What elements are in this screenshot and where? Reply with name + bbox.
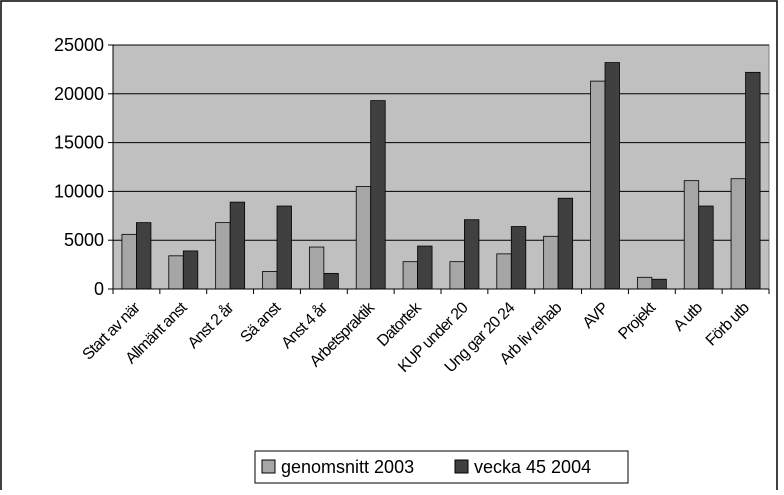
plot-area bbox=[112, 44, 770, 290]
bar-vecka-45-2004 bbox=[557, 197, 574, 290]
legend-label: genomsnitt 2003 bbox=[281, 457, 414, 477]
bar-genomsnitt-2003 bbox=[496, 253, 512, 290]
bar-vecka-45-2004 bbox=[136, 222, 152, 290]
bar-genomsnitt-2003 bbox=[636, 276, 653, 290]
bar-vecka-45-2004 bbox=[323, 272, 339, 290]
bar-genomsnitt-2003 bbox=[590, 80, 606, 290]
bar-genomsnitt-2003 bbox=[543, 235, 559, 290]
bar-vecka-45-2004 bbox=[510, 226, 527, 290]
legend-box bbox=[254, 450, 629, 484]
legend-swatch bbox=[261, 459, 276, 474]
bar-genomsnitt-2003 bbox=[449, 261, 465, 290]
y-tick-label: 10000 bbox=[54, 181, 104, 201]
bar-vecka-45-2004 bbox=[698, 205, 714, 290]
bar-genomsnitt-2003 bbox=[121, 233, 137, 290]
bar-vecka-45-2004 bbox=[604, 62, 620, 290]
bar-vecka-45-2004 bbox=[370, 100, 386, 290]
y-tick-label: 0 bbox=[94, 279, 104, 299]
legend: genomsnitt 2003 vecka 45 2004 bbox=[254, 450, 629, 484]
bar-vecka-45-2004 bbox=[651, 278, 667, 290]
bar-genomsnitt-2003 bbox=[402, 261, 418, 290]
bar-genomsnitt-2003 bbox=[308, 246, 325, 290]
bar-genomsnitt-2003 bbox=[168, 255, 184, 290]
legend-label: vecka 45 2004 bbox=[474, 457, 591, 477]
y-tick-label: 5000 bbox=[64, 230, 104, 250]
bar-genomsnitt-2003 bbox=[355, 186, 372, 290]
y-tick-label: 25000 bbox=[54, 35, 104, 55]
bar-genomsnitt-2003 bbox=[730, 178, 746, 290]
bar-genomsnitt-2003 bbox=[683, 180, 700, 290]
bar-vecka-45-2004 bbox=[276, 205, 292, 290]
bars bbox=[121, 62, 761, 290]
bar-vecka-45-2004 bbox=[464, 219, 480, 290]
bar-vecka-45-2004 bbox=[229, 201, 246, 290]
legend-swatch bbox=[454, 459, 469, 474]
y-tick-label: 15000 bbox=[54, 133, 104, 153]
bar-vecka-45-2004 bbox=[417, 245, 433, 290]
y-axis-ticks: 0 5000 10000 15000 20000 25000 bbox=[54, 35, 113, 299]
bar-vecka-45-2004 bbox=[745, 71, 761, 290]
bar-vecka-45-2004 bbox=[182, 250, 199, 290]
y-tick-label: 20000 bbox=[54, 84, 104, 104]
bar-genomsnitt-2003 bbox=[215, 222, 231, 290]
bar-genomsnitt-2003 bbox=[262, 271, 278, 290]
